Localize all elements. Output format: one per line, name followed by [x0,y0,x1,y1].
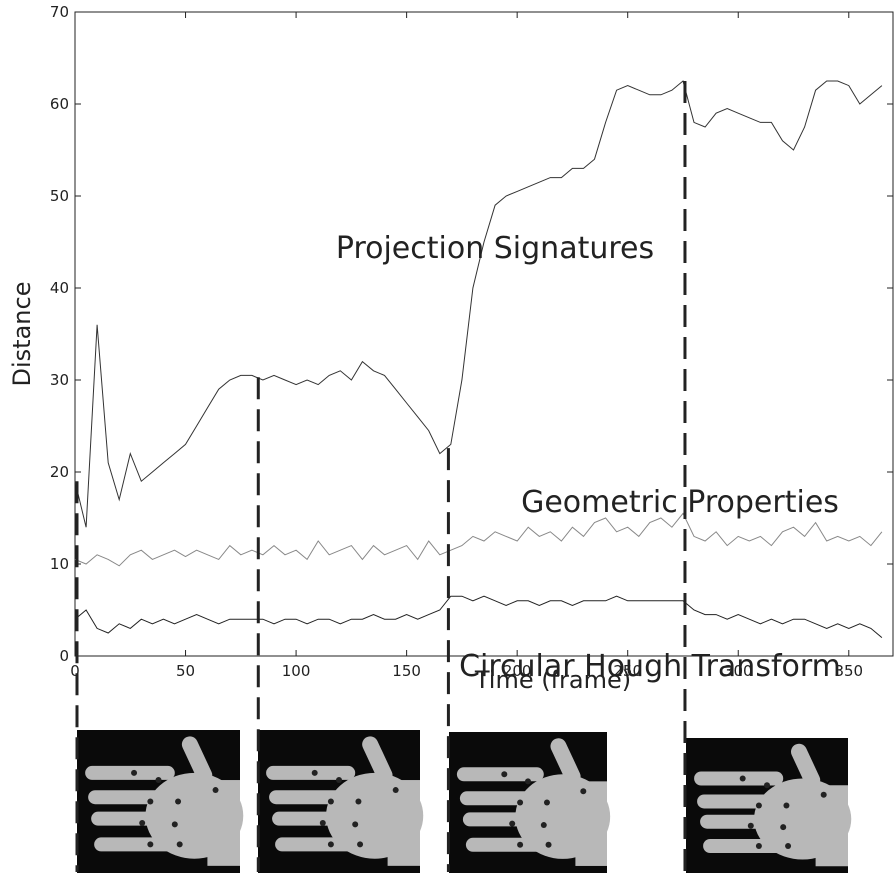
finger [272,811,362,826]
x-tick-label: 50 [176,662,195,680]
marker-dot [131,769,138,776]
marker-dot [327,798,334,805]
x-axis-label: Time (frame) [474,666,631,694]
marker-dot [176,841,183,848]
x-tick-label: 0 [70,662,80,680]
marker-dot [780,824,787,831]
thumb [362,736,393,784]
marker-dot [336,777,342,784]
marker-dot [764,782,770,789]
y-tick-label: 10 [50,555,69,573]
x-tick-label: 300 [724,662,753,680]
thumb [550,738,581,785]
marker-dot [509,820,516,827]
y-tick-label: 20 [50,463,69,481]
marker-dot [311,769,318,776]
series-annotation: Circular Hough Transform [459,649,841,684]
finger [94,837,184,852]
marker-dot [147,841,154,848]
marker-dot [525,778,531,785]
marker-dot [155,777,162,784]
series-annotation: Geometric Properties [521,485,839,520]
marker-dot [147,798,154,805]
finger [456,767,544,782]
wrist [815,785,848,867]
wrist [207,780,240,866]
marker-dot [355,798,362,805]
hand-image [258,730,424,873]
marker-dot [517,841,524,848]
finger [269,790,359,805]
finger [465,837,553,852]
marker-dot [517,799,524,806]
wrist [387,780,420,866]
marker-dot [501,771,508,778]
x-tick-label: 150 [392,662,421,680]
marker-dot [545,841,552,848]
finger [462,812,550,827]
marker-dot [580,788,587,795]
series-line [74,595,883,638]
finger [459,791,547,806]
marker-dot [739,775,746,782]
y-tick-label: 40 [50,279,69,297]
finger [91,811,181,826]
marker-dot [171,821,178,828]
marker-dot [352,821,359,828]
finger [85,765,175,780]
x-tick-label: 350 [834,662,863,680]
finger [275,837,365,852]
marker-dot [357,841,364,848]
marker-dot [319,819,326,826]
series-line [74,512,883,567]
finger [697,794,787,809]
x-tick-label: 250 [613,662,642,680]
marker-dot [543,799,550,806]
hand-image [686,738,852,873]
y-tick-label: 0 [59,647,69,665]
marker-dot [175,798,182,805]
finger [703,839,793,853]
thumb [181,736,213,784]
finger [694,771,784,786]
finger [88,790,178,805]
hand-image [77,730,244,873]
marker-dot [783,802,790,809]
marker-dot [540,822,547,829]
series-line [74,80,883,528]
marker-dot [820,791,827,798]
marker-dot [139,819,146,826]
y-tick-label: 50 [50,187,69,205]
x-tick-label: 100 [282,662,311,680]
finger [266,765,356,780]
marker-dot [392,787,399,794]
marker-dot [755,802,762,809]
y-tick-label: 70 [50,3,69,21]
thumb [791,743,821,789]
wrist [575,781,607,866]
marker-dot [785,843,792,849]
marker-dot [212,787,219,794]
finger [700,814,790,829]
x-tick-label: 200 [503,662,532,680]
plot-frame [74,11,894,657]
marker-dot [755,843,762,849]
y-axis-label: Distance [8,282,36,387]
y-tick-label: 30 [50,371,69,389]
series-annotation: Projection Signatures [336,231,654,266]
hand-image [449,732,611,873]
y-tick-label: 60 [50,95,69,113]
marker-dot [327,841,334,848]
marker-dot [747,822,754,829]
